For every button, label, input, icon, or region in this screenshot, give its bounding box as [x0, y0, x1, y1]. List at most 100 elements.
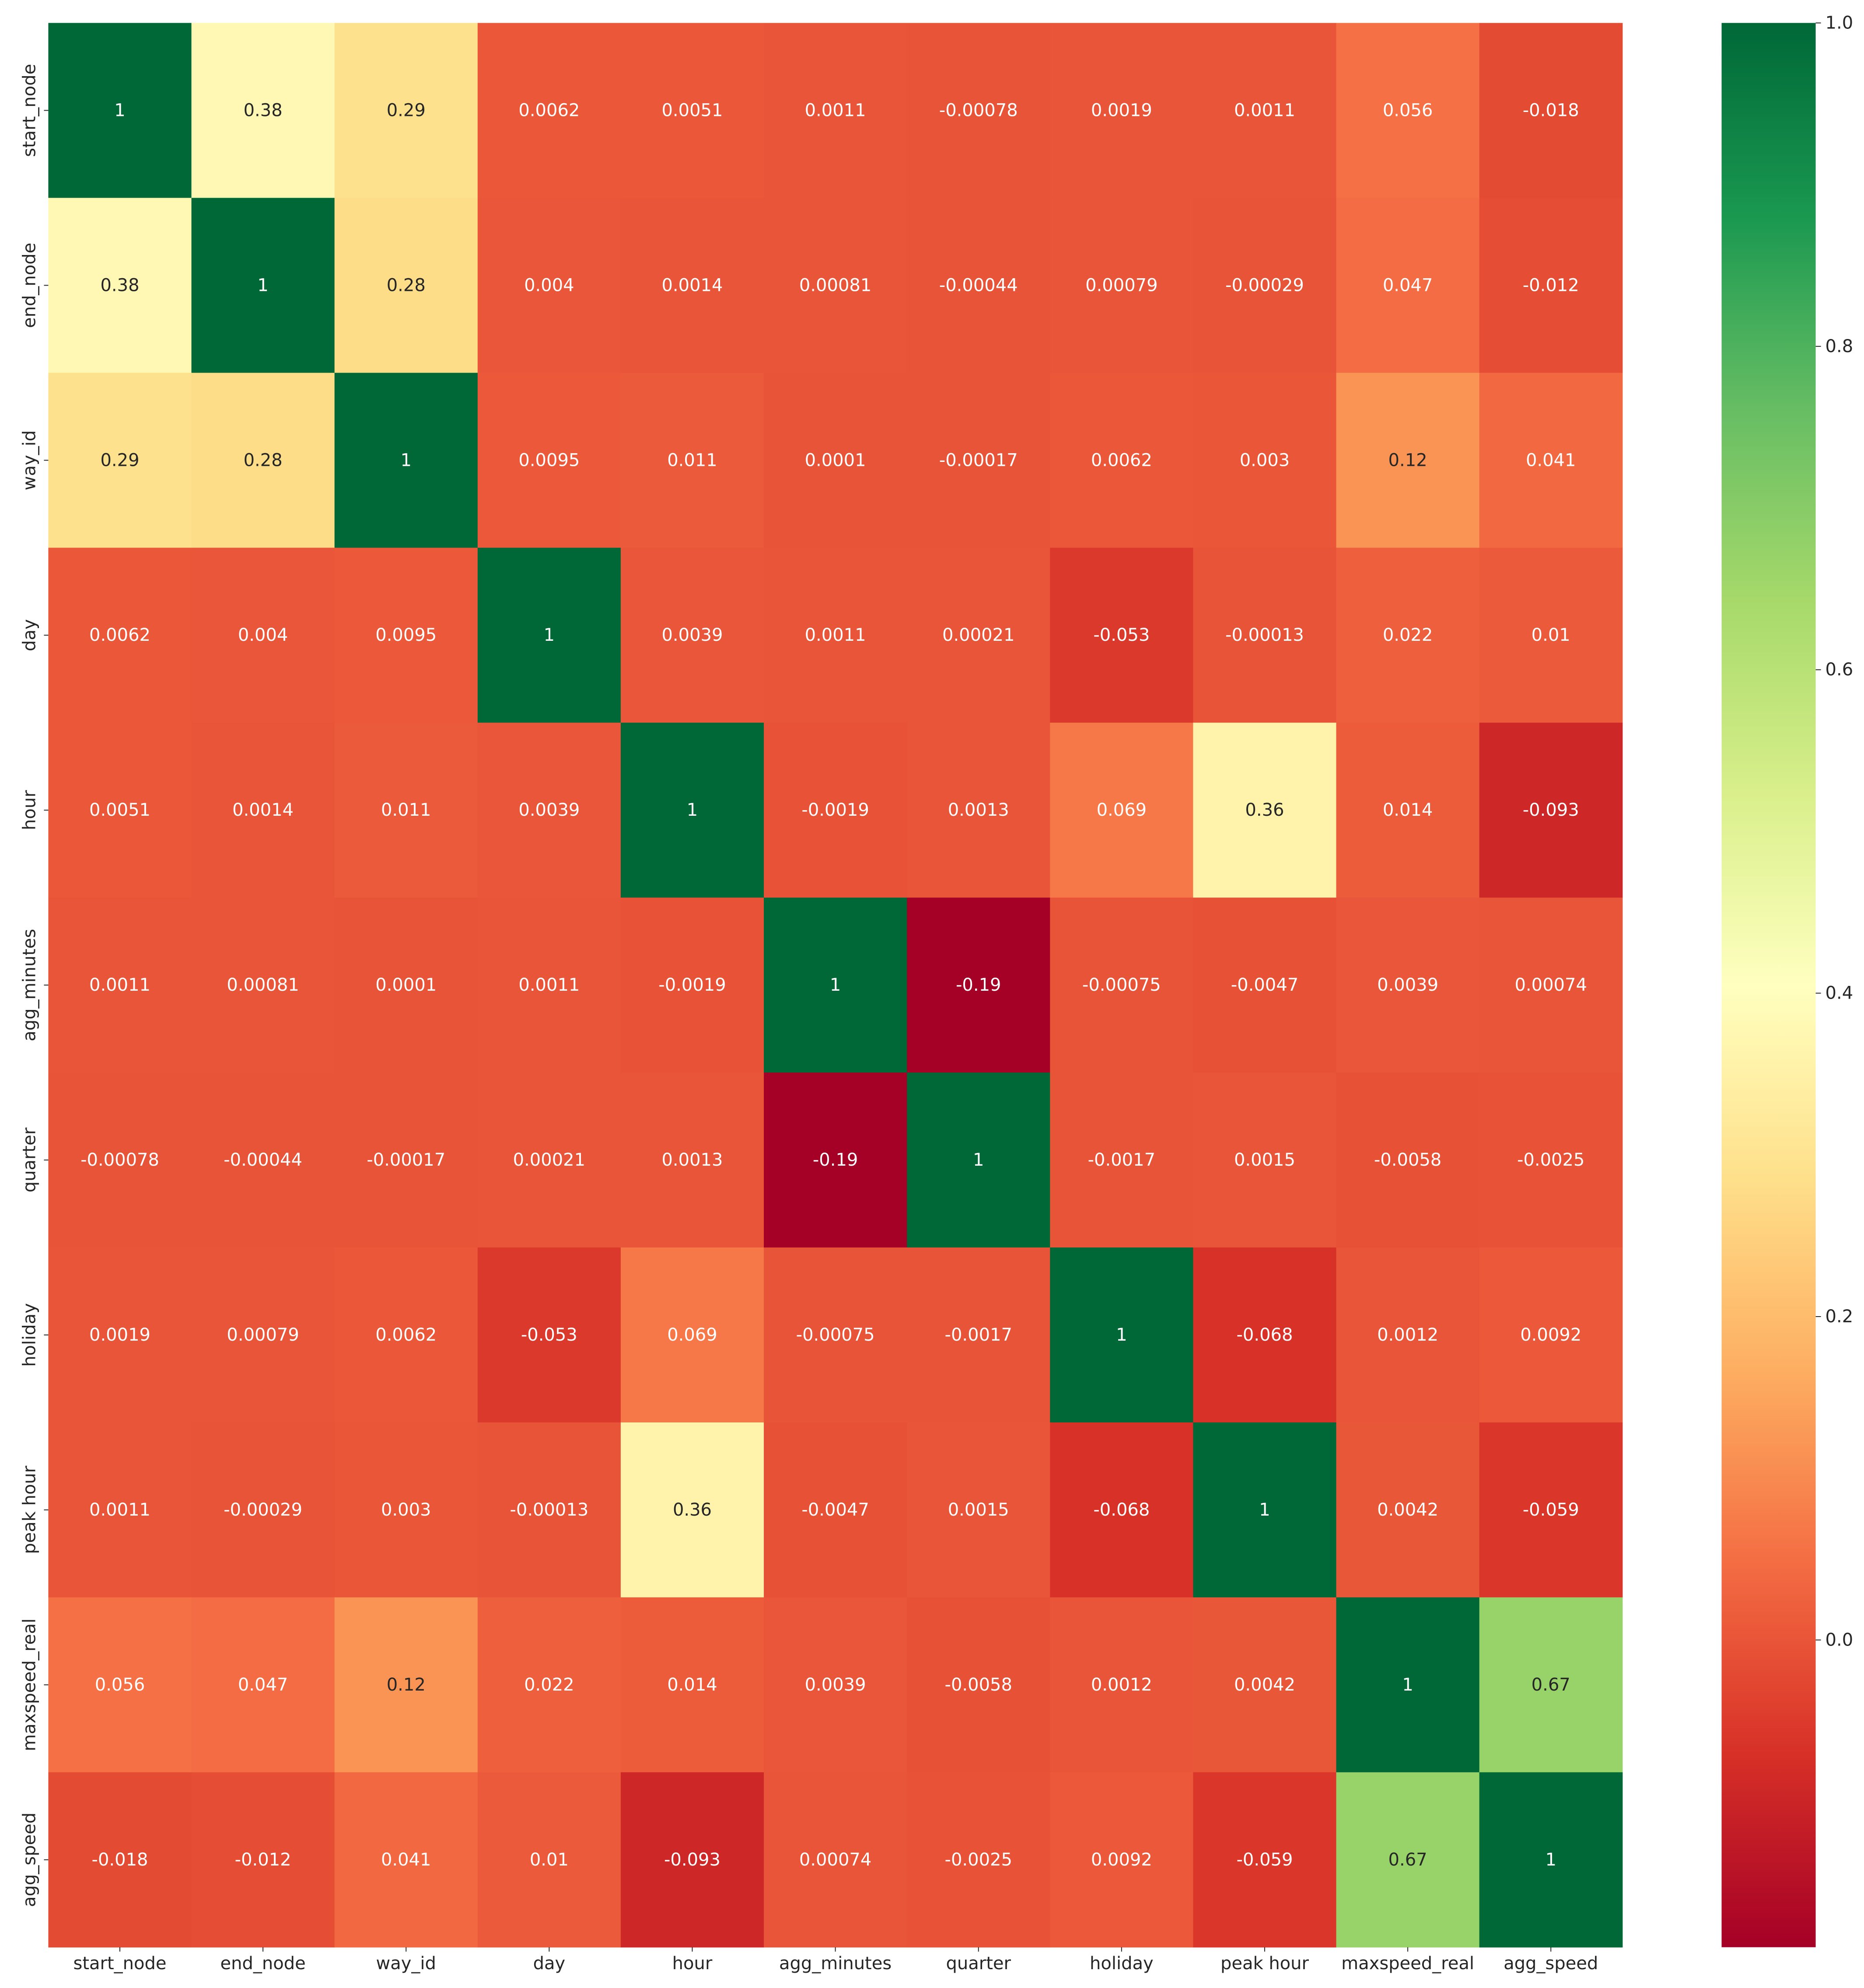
heatmap-cell — [1336, 548, 1480, 723]
heatmap-cell — [191, 1422, 335, 1598]
cell-value-label: -0.053 — [521, 1325, 577, 1345]
heatmap-cell — [764, 198, 907, 373]
heatmap-cell — [1193, 723, 1337, 898]
cell-value-label: -0.00029 — [224, 1500, 302, 1520]
heatmap-cell — [907, 1772, 1050, 1948]
cell-value-label: 0.056 — [1383, 100, 1433, 120]
cell-value-label: 0.041 — [381, 1850, 431, 1870]
cell-value-label: 0.0011 — [89, 1500, 150, 1520]
cell-value-label: 0.0039 — [1377, 975, 1438, 995]
colorbar-tick-label: 0.8 — [1826, 336, 1854, 356]
cell-value-label: -0.00044 — [939, 275, 1018, 295]
cell-value-label: 0.022 — [1383, 625, 1433, 645]
cell-value-label: 0.00079 — [227, 1325, 299, 1345]
cell-value-label: -0.00078 — [80, 1150, 159, 1170]
cell-value-label: -0.00013 — [510, 1500, 588, 1520]
heatmap-cell — [620, 373, 764, 548]
heatmap-cell — [620, 1073, 764, 1248]
cell-value-label: -0.0025 — [945, 1850, 1012, 1870]
heatmap-cell — [1479, 1422, 1623, 1598]
heatmap-cell — [334, 1422, 478, 1598]
cell-value-label: -0.00075 — [1082, 975, 1161, 995]
heatmap-cell — [1050, 1073, 1193, 1248]
heatmap-cell — [191, 23, 335, 198]
cell-value-label: -0.0019 — [801, 800, 869, 820]
cell-value-label: -0.0058 — [1374, 1150, 1441, 1170]
heatmap-cell — [907, 723, 1050, 898]
heatmap-cell — [764, 1772, 907, 1948]
heatmap-cell — [620, 1247, 764, 1423]
cell-value-label: 0.0001 — [375, 975, 437, 995]
heatmap-cell — [1050, 1597, 1193, 1773]
heatmap-cell — [1336, 1772, 1480, 1948]
heatmap-cell — [477, 898, 621, 1073]
cell-value-label: 0.0095 — [375, 625, 437, 645]
heatmap-cell — [477, 1422, 621, 1598]
cell-value-label: 0.28 — [244, 450, 283, 470]
heatmap-cell — [620, 23, 764, 198]
cell-value-label: 0.014 — [1383, 800, 1433, 820]
heatmap-cell — [1336, 373, 1480, 548]
cell-value-label: 0.0011 — [518, 975, 580, 995]
x-tick-label: day — [533, 1953, 566, 1974]
heatmap-cell — [191, 723, 335, 898]
heatmap-cell — [1479, 373, 1623, 548]
x-tick-label: agg_speed — [1504, 1953, 1598, 1974]
heatmap-cell — [764, 1597, 907, 1773]
cell-value-label: 0.00081 — [227, 975, 299, 995]
heatmap-cell — [620, 1597, 764, 1773]
heatmap-cell — [1050, 898, 1193, 1073]
heatmap-cell — [48, 1073, 192, 1248]
cell-value-label: -0.0017 — [1088, 1150, 1155, 1170]
y-tick-label: way_id — [19, 430, 39, 490]
heatmap-cell — [764, 548, 907, 723]
cell-value-label: 0.069 — [1097, 800, 1147, 820]
x-tick-label: hour — [672, 1953, 713, 1974]
cell-value-label: -0.012 — [1523, 275, 1579, 295]
heatmap-cell — [191, 373, 335, 548]
heatmap-cell — [1050, 1422, 1193, 1598]
x-tick-label: start_node — [73, 1953, 167, 1974]
heatmap-cell — [477, 1073, 621, 1248]
cell-value-label: 0.014 — [667, 1675, 717, 1695]
cell-value-label: 0.38 — [100, 275, 139, 295]
cell-value-label: 0.011 — [381, 800, 431, 820]
cell-value-label: -0.19 — [813, 1150, 858, 1170]
heatmap-cell — [191, 198, 335, 373]
y-tick-label: start_node — [19, 64, 39, 157]
heatmap-cell — [191, 898, 335, 1073]
heatmap-cell — [764, 373, 907, 548]
cell-value-label: -0.0017 — [945, 1325, 1012, 1345]
cell-value-label: 0.36 — [1245, 800, 1284, 820]
cell-value-label: -0.093 — [664, 1850, 720, 1870]
heatmap-cells — [48, 23, 1623, 1948]
cell-value-label: 0.12 — [1388, 450, 1427, 470]
cell-value-label: 0.0019 — [1091, 100, 1152, 120]
y-tick-label: holiday — [19, 1303, 39, 1367]
heatmap-cell — [620, 723, 764, 898]
cell-value-label: -0.068 — [1236, 1325, 1293, 1345]
heatmap-cell — [907, 1073, 1050, 1248]
cell-value-label: 0.00079 — [1085, 275, 1158, 295]
heatmap-cell — [907, 548, 1050, 723]
cell-value-label: -0.053 — [1093, 625, 1150, 645]
heatmap-cell — [48, 1422, 192, 1598]
cell-value-label: 0.00081 — [799, 275, 871, 295]
colorbar-tick-label: 1.0 — [1826, 13, 1854, 33]
cell-value-label: 0.047 — [1383, 275, 1433, 295]
heatmap-cell — [1336, 723, 1480, 898]
heatmap-cell — [1193, 23, 1337, 198]
cell-value-label: 0.0042 — [1234, 1675, 1295, 1695]
colorbar-tick-label: 0.0 — [1826, 1630, 1854, 1650]
heatmap-cell — [477, 1247, 621, 1423]
cell-value-label: -0.00044 — [224, 1150, 302, 1170]
heatmap-cell — [334, 1597, 478, 1773]
cell-value-label: 0.0012 — [1377, 1325, 1438, 1345]
cell-value-label: 1 — [114, 100, 125, 120]
x-tick-label: agg_minutes — [779, 1953, 892, 1974]
cell-value-label: -0.059 — [1523, 1500, 1579, 1520]
heatmap-cell — [48, 548, 192, 723]
colorbar-gradient — [1721, 23, 1816, 1947]
cell-value-label: 1 — [257, 275, 268, 295]
